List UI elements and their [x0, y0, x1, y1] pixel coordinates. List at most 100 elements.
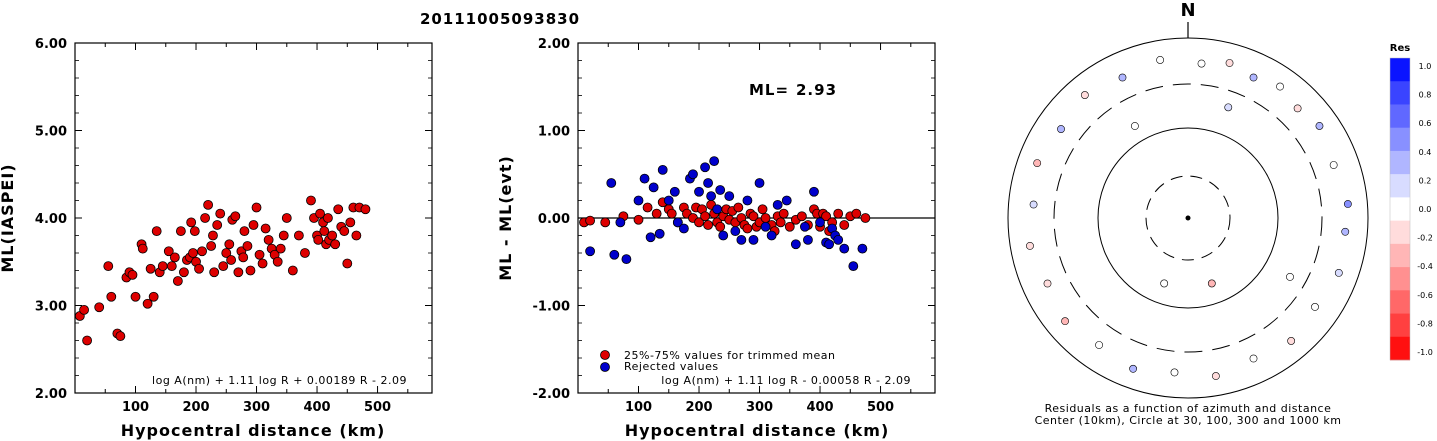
data-point: [754, 178, 765, 188]
residual-point: [1130, 122, 1139, 130]
plot1-points: [74, 195, 371, 346]
residual-point: [1029, 200, 1038, 209]
data-point: [694, 217, 704, 228]
data-point: [166, 261, 177, 272]
data-point: [848, 261, 859, 272]
data-point: [245, 265, 256, 276]
colorbar-cell: [1390, 267, 1410, 291]
data-point: [306, 195, 316, 206]
data-point: [251, 202, 262, 213]
legend-marker-trimmed: [600, 350, 610, 360]
residual-point: [1080, 91, 1089, 99]
data-point: [784, 221, 795, 232]
data-point: [742, 223, 753, 234]
center-point: [1185, 215, 1191, 221]
plot2-ticks: 100 200 300 400 500 -2.00 -1.00 0.00 1.00 2.00: [533, 37, 935, 415]
data-point: [260, 223, 271, 234]
residual-point: [1033, 159, 1042, 168]
residual-point: [1207, 279, 1216, 288]
data-point: [188, 248, 198, 258]
data-point: [172, 276, 183, 286]
data-point: [323, 213, 333, 223]
data-point: [82, 335, 93, 346]
data-point: [360, 204, 371, 215]
data-point: [209, 267, 220, 278]
data-point: [851, 208, 862, 219]
data-point: [748, 234, 759, 245]
colorbar-tick-label: 1.0: [1419, 62, 1432, 71]
data-point: [275, 243, 286, 254]
colorbar-cells: [1389, 57, 1411, 361]
data-point: [221, 248, 232, 258]
data-point: [678, 223, 689, 234]
colorbar-cell: [1390, 58, 1410, 82]
residual-point: [1224, 103, 1233, 112]
data-point: [197, 246, 207, 257]
data-point: [330, 239, 341, 250]
data-point: [700, 162, 710, 173]
colorbar-cell: [1390, 174, 1410, 198]
colorbar-cell: [1390, 150, 1410, 175]
residual-point: [1287, 337, 1296, 345]
data-point: [775, 217, 786, 228]
data-point: [169, 252, 180, 263]
data-point: [648, 182, 659, 193]
data-point: [218, 261, 229, 272]
colorbar-tick-label: 0.8: [1419, 91, 1432, 100]
data-point: [606, 178, 617, 188]
data-point: [585, 246, 596, 257]
data-point: [242, 241, 253, 251]
colorbar-ticks: 1.0 0.8 0.6 0.4 0.2 0.0 -0.2 -0.4 -0.6 -0.8 -1.0: [1417, 62, 1433, 357]
data-point: [730, 226, 741, 237]
residual-point: [1341, 227, 1350, 236]
data-point: [666, 208, 677, 219]
data-point: [642, 202, 653, 213]
data-point: [694, 186, 704, 197]
y-tick-label: 6.00: [35, 37, 67, 52]
data-point: [703, 178, 713, 188]
data-point: [226, 255, 237, 265]
plot1-ticks: 100 200 300 400 500 2.00 3.00 4.00 5.00 6.00: [35, 37, 432, 415]
data-point: [860, 213, 871, 223]
data-point: [278, 230, 289, 241]
colorbar-border: [1389, 57, 1411, 361]
data-point: [351, 230, 362, 241]
colorbar-tick-label: -0.6: [1417, 291, 1433, 300]
residual-point: [1211, 372, 1220, 380]
azimuth-residual-plot: N Residuals as a function of azimuth and…: [1007, 0, 1369, 427]
data-point: [281, 213, 292, 223]
data-point: [703, 220, 713, 230]
x-tick-label: 300: [746, 400, 773, 415]
data-point: [760, 221, 771, 232]
north-label: N: [1180, 0, 1195, 21]
data-point: [796, 211, 807, 222]
data-point: [724, 191, 735, 202]
data-point: [790, 239, 801, 250]
y-tick-label: 3.00: [35, 300, 67, 315]
residual-point: [1315, 122, 1324, 130]
data-point: [293, 230, 304, 241]
data-point: [254, 249, 265, 260]
data-point: [94, 302, 105, 313]
data-point: [654, 228, 665, 239]
data-point: [342, 258, 353, 269]
residual-point: [1249, 354, 1258, 363]
data-point: [800, 221, 810, 232]
data-point: [151, 226, 162, 237]
x-tick-label: 400: [303, 400, 330, 415]
data-point: [709, 156, 720, 167]
residual-point: [1343, 200, 1352, 208]
colorbar-cell: [1390, 81, 1410, 105]
data-point: [130, 291, 141, 302]
data-point: [248, 220, 259, 230]
plot2-xlabel: Hypocentral distance (km): [625, 421, 890, 440]
x-tick-label: 100: [625, 400, 652, 415]
data-point: [821, 211, 831, 222]
data-point: [700, 211, 710, 222]
data-point: [186, 217, 197, 228]
circle-1000km: [1007, 37, 1369, 399]
data-point: [639, 173, 650, 184]
colorbar-tick-label: 0.4: [1419, 148, 1432, 157]
colorbar-tick-label: 0.0: [1419, 205, 1432, 214]
data-point: [179, 267, 189, 278]
